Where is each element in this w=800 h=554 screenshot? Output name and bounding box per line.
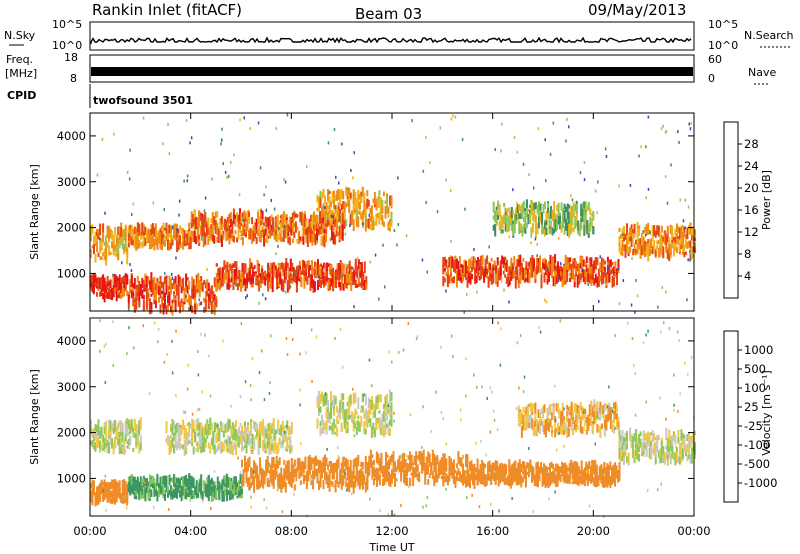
power-cbar-tick-0: 4 bbox=[744, 269, 751, 283]
velocity-panel: 1000 2000 3000 4000 Slant Range [km] bbox=[28, 317, 696, 518]
nsky-top-tick: 10^5 bbox=[52, 18, 82, 31]
nsky-strip bbox=[89, 21, 695, 51]
velocity-cbar-tick-0: 1000 bbox=[744, 343, 773, 357]
time-tick-3: 12:00 bbox=[375, 524, 408, 538]
velocity-heatmap bbox=[90, 319, 696, 518]
heat-band-8 bbox=[492, 199, 595, 239]
heat-band-0 bbox=[90, 417, 142, 455]
time-axis: 00:00 04:00 08:00 12:00 16:00 20:00 00:00 bbox=[73, 113, 711, 538]
time-axis-label: Time UT bbox=[368, 541, 414, 554]
heat-band-7 bbox=[442, 254, 620, 289]
heat-band-3 bbox=[165, 417, 293, 457]
velocity-cbar-tick-7: -1000 bbox=[744, 476, 777, 490]
power-ytick-3: 4000 bbox=[57, 129, 86, 143]
nsearch-bot-tick: 10^0 bbox=[708, 39, 738, 52]
freq-top-tick: 18 bbox=[64, 51, 78, 64]
heat-band-4 bbox=[241, 454, 369, 494]
beam-label: Beam 03 bbox=[355, 5, 422, 23]
velocity-ytick-0: 1000 bbox=[57, 471, 86, 485]
heat-band-8 bbox=[517, 399, 620, 439]
power-cbar-tick-6: 28 bbox=[744, 137, 759, 151]
velocity-cbar-tick-5: -100 bbox=[744, 438, 770, 452]
cpid-strip: twofsound 3501 bbox=[89, 84, 193, 108]
velocity-colorbar-label: Velocity [m s⁻¹] bbox=[760, 370, 773, 455]
time-tick-6: 00:00 bbox=[677, 524, 710, 538]
nsearch-top-tick: 10^5 bbox=[708, 18, 738, 31]
nsky-label: N.Sky bbox=[4, 29, 36, 42]
heat-band-1 bbox=[90, 479, 129, 507]
velocity-ytick-3: 4000 bbox=[57, 334, 86, 348]
nsky-trace bbox=[90, 36, 692, 44]
time-tick-5: 20:00 bbox=[577, 524, 610, 538]
heat-band-4 bbox=[190, 208, 344, 248]
nsearch-label: N.Search bbox=[744, 29, 794, 42]
velocity-cbar-tick-2: 100 bbox=[744, 381, 766, 395]
power-colorbar-label: Power [dB] bbox=[760, 170, 773, 230]
power-ytick-0: 1000 bbox=[57, 266, 86, 280]
heat-band-5 bbox=[316, 389, 393, 438]
freq-bot-tick: 8 bbox=[70, 72, 77, 85]
power-colorbar: 4 8 12 16 20 24 28 bbox=[723, 121, 759, 299]
power-ylabel: Slant Range [km] bbox=[28, 164, 41, 260]
cpid-text: twofsound 3501 bbox=[93, 94, 193, 107]
freq-band bbox=[91, 67, 693, 76]
velocity-cbar-tick-1: 500 bbox=[744, 362, 766, 376]
power-ytick-2: 3000 bbox=[57, 175, 86, 189]
nave-bot-tick: 0 bbox=[708, 72, 715, 85]
velocity-ylabel: Slant Range [km] bbox=[28, 369, 41, 465]
sparse-echoes bbox=[96, 113, 694, 314]
heat-band-0 bbox=[90, 222, 129, 266]
heat-band-9 bbox=[618, 222, 696, 262]
velocity-ytick-2: 3000 bbox=[57, 380, 86, 394]
power-cbar-tick-3: 16 bbox=[744, 203, 759, 217]
velocity-cbar-tick-3: 25 bbox=[744, 400, 759, 414]
time-tick-1: 04:00 bbox=[174, 524, 207, 538]
heat-band-7 bbox=[467, 458, 621, 489]
cpid-label: CPID bbox=[7, 89, 36, 102]
power-cbar-tick-1: 8 bbox=[744, 247, 751, 261]
power-ytick-1: 2000 bbox=[57, 221, 86, 235]
freq-label: Freq. bbox=[6, 53, 33, 66]
power-cbar-tick-4: 20 bbox=[744, 181, 759, 195]
heat-band-6 bbox=[366, 449, 469, 488]
power-heatmap bbox=[90, 113, 696, 316]
freq-strip bbox=[89, 54, 695, 83]
time-tick-0: 00:00 bbox=[73, 524, 106, 538]
heat-band-6 bbox=[316, 186, 393, 232]
station-title: Rankin Inlet (fitACF) bbox=[92, 1, 242, 19]
time-tick-4: 16:00 bbox=[476, 524, 509, 538]
heat-band-2 bbox=[127, 222, 192, 253]
time-tick-2: 08:00 bbox=[275, 524, 308, 538]
power-cbar-tick-5: 24 bbox=[744, 159, 759, 173]
power-panel: 1000 2000 3000 4000 Slant Range [km] bbox=[28, 112, 696, 316]
heat-band-1 bbox=[90, 273, 129, 303]
velocity-cbar-tick-4: -25 bbox=[744, 419, 763, 433]
heat-band-3 bbox=[127, 272, 218, 316]
velocity-cbar-tick-6: -500 bbox=[744, 457, 770, 471]
heat-band-5 bbox=[215, 258, 368, 293]
nave-top-tick: 60 bbox=[708, 53, 722, 66]
velocity-colorbar: 1000 500 100 25 -25 -100 -500 -1000 bbox=[723, 330, 777, 503]
freq-unit: [MHz] bbox=[5, 67, 37, 80]
velocity-ytick-1: 2000 bbox=[57, 426, 86, 440]
nave-label: Nave bbox=[748, 66, 776, 79]
power-cbar-tick-2: 12 bbox=[744, 225, 759, 239]
nsky-bot-tick: 10^0 bbox=[52, 39, 82, 52]
date-label: 09/May/2013 bbox=[588, 1, 686, 19]
heat-band-2 bbox=[127, 473, 243, 502]
heat-band-9 bbox=[618, 427, 696, 466]
